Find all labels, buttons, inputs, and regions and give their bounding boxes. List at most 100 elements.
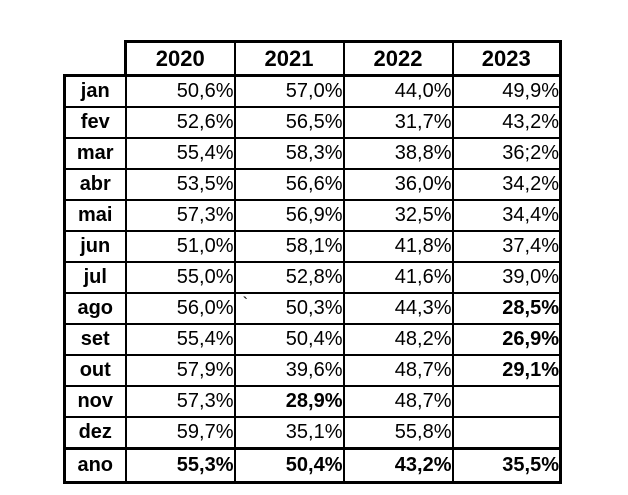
cell-jan-2021[interactable]: 57,0% bbox=[233, 74, 345, 108]
row-label-jul[interactable]: jul bbox=[63, 261, 127, 294]
cell-dez-2021[interactable]: 35,1% bbox=[233, 416, 345, 450]
cell-ago-2023[interactable]: 28,5% bbox=[451, 292, 562, 325]
cell-dez-2020[interactable]: 59,7% bbox=[124, 416, 236, 450]
cell-fev-2022[interactable]: 31,7% bbox=[342, 106, 454, 139]
cell-jul-2020[interactable]: 55,0% bbox=[124, 261, 236, 294]
cell-jun-2021[interactable]: 58,1% bbox=[233, 230, 345, 263]
cell-mai-2022[interactable]: 32,5% bbox=[342, 199, 454, 232]
cell-jul-2023[interactable]: 39,0% bbox=[451, 261, 562, 294]
month-row-ago: ago 56,0% ` 50,3% 44,3% 28,5% bbox=[63, 292, 562, 325]
cell-value: 37,4% bbox=[502, 235, 559, 257]
cell-fev-2021[interactable]: 56,5% bbox=[233, 106, 345, 139]
cell-nov-2022[interactable]: 48,7% bbox=[342, 385, 454, 418]
cell-out-2020[interactable]: 57,9% bbox=[124, 354, 236, 387]
cell-value: 31,7% bbox=[394, 111, 452, 133]
cell-value: 28,5% bbox=[502, 297, 559, 319]
row-label-fev[interactable]: fev bbox=[63, 106, 127, 139]
cell-mai-2021[interactable]: 56,9% bbox=[233, 199, 345, 232]
cell-set-2022[interactable]: 48,2% bbox=[342, 323, 454, 356]
cell-out-2021[interactable]: 39,6% bbox=[233, 354, 345, 387]
cell-set-2023[interactable]: 26,9% bbox=[451, 323, 562, 356]
cell-abr-2023[interactable]: 34,2% bbox=[451, 168, 562, 201]
col-header-2020[interactable]: 2020 bbox=[124, 40, 236, 77]
cell-value: 41,8% bbox=[394, 235, 452, 257]
cell-jul-2021[interactable]: 52,8% bbox=[233, 261, 345, 294]
header-row: 2020 2021 2022 2023 bbox=[64, 40, 562, 77]
cell-mai-2023[interactable]: 34,4% bbox=[451, 199, 562, 232]
cell-value: 51,0% bbox=[176, 235, 234, 257]
row-label-jan[interactable]: jan bbox=[63, 74, 127, 108]
cell-out-2022[interactable]: 48,7% bbox=[342, 354, 454, 387]
cell-value: 57,0% bbox=[285, 80, 343, 102]
cell-abr-2021[interactable]: 56,6% bbox=[233, 168, 345, 201]
cell-jan-2023[interactable]: 49,9% bbox=[451, 74, 562, 108]
cell-value: 39,0% bbox=[502, 266, 559, 288]
month-row-abr: abr 53,5% 56,6% 36,0% 34,2% bbox=[63, 168, 562, 201]
row-label-mar[interactable]: mar bbox=[63, 137, 127, 170]
cell-value: 59,7% bbox=[176, 421, 234, 443]
cell-value: 52,8% bbox=[285, 266, 343, 288]
row-label-abr[interactable]: abr bbox=[63, 168, 127, 201]
corner-cell bbox=[64, 41, 126, 76]
cell-jan-2020[interactable]: 50,6% bbox=[124, 74, 236, 108]
cell-nov-2020[interactable]: 57,3% bbox=[124, 385, 236, 418]
cell-set-2020[interactable]: 55,4% bbox=[124, 323, 236, 356]
cell-set-2021[interactable]: 50,4% bbox=[233, 323, 345, 356]
cell-fev-2023[interactable]: 43,2% bbox=[451, 106, 562, 139]
cell-mar-2023[interactable]: 36;2% bbox=[451, 137, 562, 170]
cell-abr-2020[interactable]: 53,5% bbox=[124, 168, 236, 201]
cell-mar-2022[interactable]: 38,8% bbox=[342, 137, 454, 170]
col-header-2022[interactable]: 2022 bbox=[342, 40, 454, 77]
cell-value: 57,3% bbox=[176, 204, 234, 226]
col-header-2021[interactable]: 2021 bbox=[233, 40, 345, 77]
cell-mar-2021[interactable]: 58,3% bbox=[233, 137, 345, 170]
cell-value: 29,1% bbox=[502, 359, 559, 381]
cell-dez-2022[interactable]: 55,8% bbox=[342, 416, 454, 450]
month-row-jan: jan 50,6% 57,0% 44,0% 49,9% bbox=[63, 74, 562, 108]
cell-value: 41,6% bbox=[394, 266, 452, 288]
col-header-2023[interactable]: 2023 bbox=[451, 40, 562, 77]
row-label-mai[interactable]: mai bbox=[63, 199, 127, 232]
cell-mar-2020[interactable]: 55,4% bbox=[124, 137, 236, 170]
row-label-ano[interactable]: ano bbox=[63, 447, 127, 484]
cell-mai-2020[interactable]: 57,3% bbox=[124, 199, 236, 232]
cell-jun-2020[interactable]: 51,0% bbox=[124, 230, 236, 263]
cell-value: 50,4% bbox=[285, 328, 343, 350]
cell-dez-2023[interactable] bbox=[451, 416, 562, 450]
cell-abr-2022[interactable]: 36,0% bbox=[342, 168, 454, 201]
row-label-set[interactable]: set bbox=[63, 323, 127, 356]
cell-value: 58,3% bbox=[285, 142, 343, 164]
total-row: ano 55,3% 50,4% 43,2% 35,5% bbox=[63, 447, 562, 484]
cell-ago-2021[interactable]: ` 50,3% bbox=[233, 292, 345, 325]
cell-value: 44,0% bbox=[394, 80, 452, 102]
cell-jul-2022[interactable]: 41,6% bbox=[342, 261, 454, 294]
cell-jun-2023[interactable]: 37,4% bbox=[451, 230, 562, 263]
cell-ago-2022[interactable]: 44,3% bbox=[342, 292, 454, 325]
cell-ano-2021[interactable]: 50,4% bbox=[233, 447, 345, 484]
cell-nov-2021[interactable]: 28,9% bbox=[233, 385, 345, 418]
cell-value: 35,1% bbox=[285, 421, 343, 443]
row-label-dez[interactable]: dez bbox=[63, 416, 127, 450]
row-label-jun[interactable]: jun bbox=[63, 230, 127, 263]
cell-jan-2022[interactable]: 44,0% bbox=[342, 74, 454, 108]
cell-value: 48,2% bbox=[394, 328, 452, 350]
cell-ano-2022[interactable]: 43,2% bbox=[342, 447, 454, 484]
cell-value: 57,3% bbox=[176, 390, 234, 412]
row-label-ago[interactable]: ago bbox=[63, 292, 127, 325]
month-row-dez: dez 59,7% 35,1% 55,8% bbox=[63, 416, 562, 450]
cell-value: 39,6% bbox=[285, 359, 343, 381]
cell-ano-2020[interactable]: 55,3% bbox=[124, 447, 236, 484]
cell-value: 56,6% bbox=[285, 173, 343, 195]
row-label-nov[interactable]: nov bbox=[63, 385, 127, 418]
row-label-out[interactable]: out bbox=[63, 354, 127, 387]
cell-out-2023[interactable]: 29,1% bbox=[451, 354, 562, 387]
cell-value: 56,5% bbox=[285, 111, 343, 133]
cell-jun-2022[interactable]: 41,8% bbox=[342, 230, 454, 263]
cell-value: 56,0% bbox=[176, 297, 234, 319]
cell-fev-2020[interactable]: 52,6% bbox=[124, 106, 236, 139]
cell-value: 56,9% bbox=[285, 204, 343, 226]
cell-nov-2023[interactable] bbox=[451, 385, 562, 418]
cell-ano-2023[interactable]: 35,5% bbox=[451, 447, 562, 484]
cell-ago-2020[interactable]: 56,0% bbox=[124, 292, 236, 325]
cell-value: 52,6% bbox=[176, 111, 234, 133]
